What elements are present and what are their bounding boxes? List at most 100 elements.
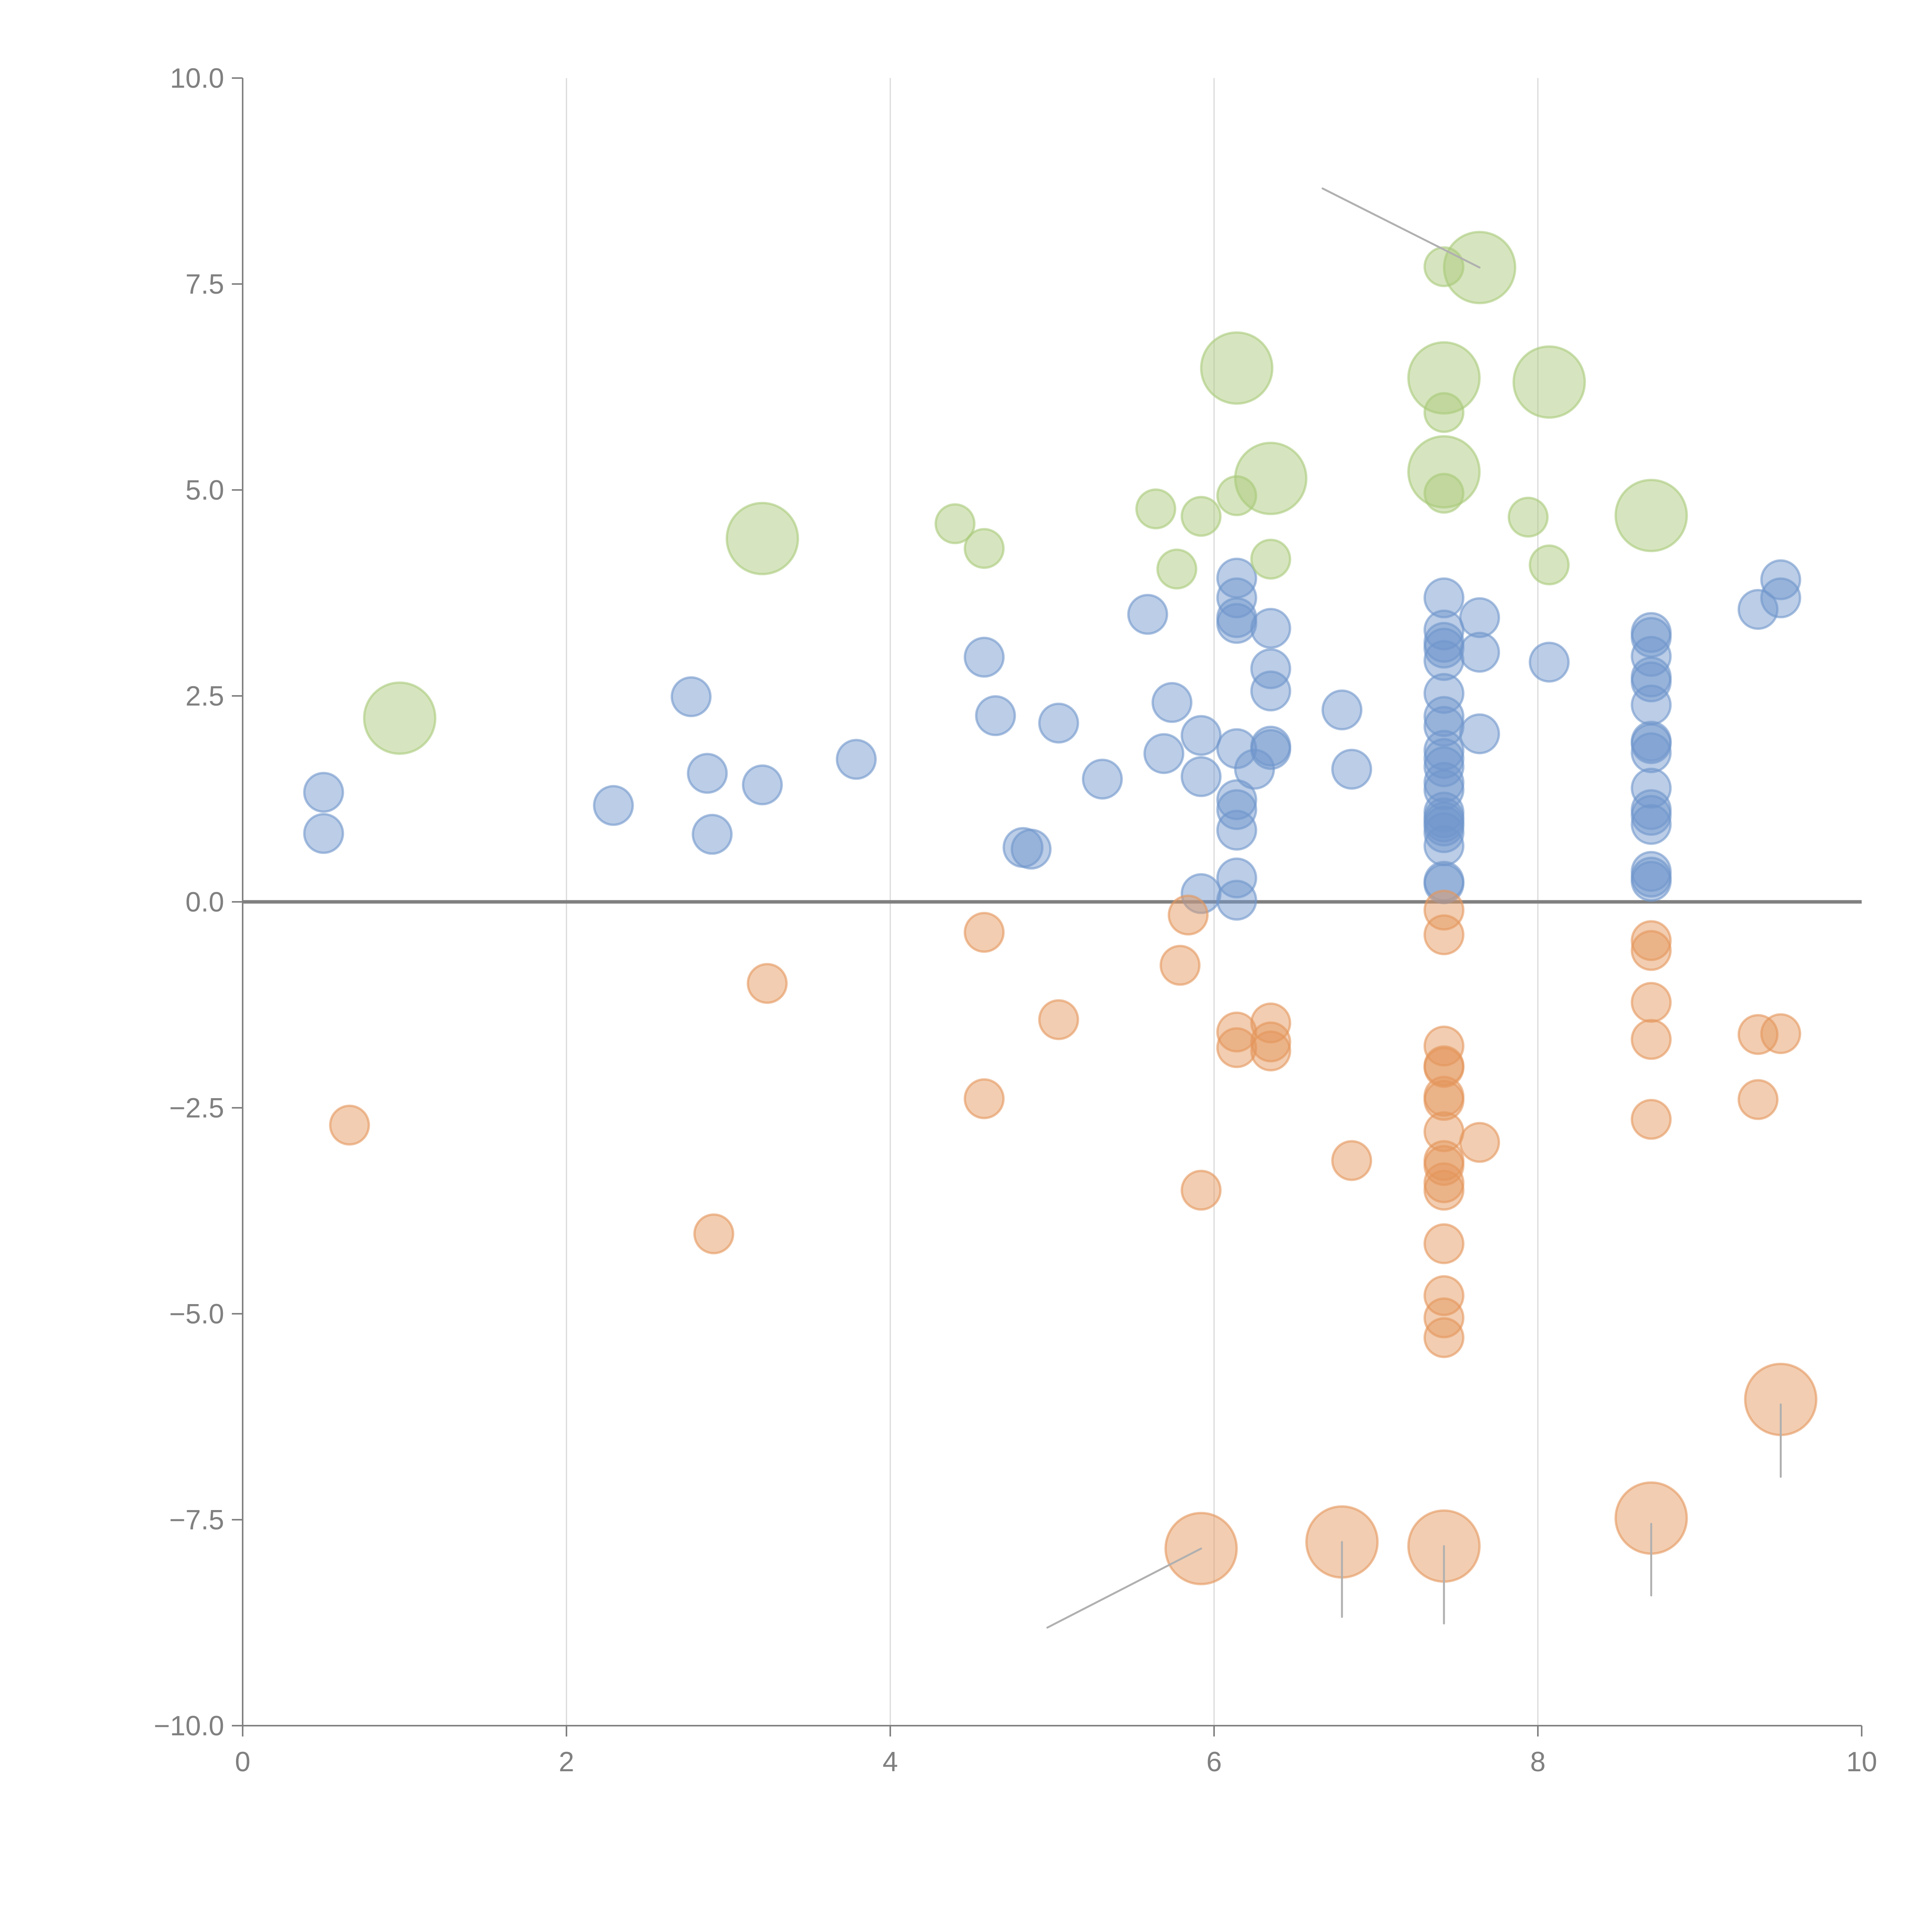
bubble-blue <box>742 764 783 806</box>
bubble-orange <box>1423 1317 1464 1358</box>
bubble-orange <box>1423 1275 1464 1316</box>
bubble-blue <box>1010 828 1052 870</box>
bubble-blue <box>1423 706 1464 747</box>
x-tick-label: 6 <box>1206 1747 1222 1777</box>
bubble-orange <box>1737 1014 1779 1055</box>
bubble-orange <box>1250 1030 1291 1071</box>
bubble-green <box>1507 497 1549 538</box>
bubble-green <box>1529 544 1570 586</box>
bubble-orange <box>1631 1019 1672 1060</box>
bubble-orange <box>1038 999 1079 1040</box>
bubble-blue <box>1250 670 1291 712</box>
bubble-blue <box>1423 673 1464 714</box>
bubble-orange <box>964 1078 1005 1119</box>
data-points <box>303 231 1818 1585</box>
y-tick-label: 0.0 <box>185 887 224 918</box>
bubble-blue <box>1216 810 1257 851</box>
bubble-blue <box>670 676 712 718</box>
bubble-orange <box>1423 1080 1464 1121</box>
bubble-green <box>1407 435 1481 509</box>
bubble-orange <box>1250 1021 1291 1063</box>
bubble-blue <box>1331 748 1372 790</box>
bubble-orange <box>1631 982 1672 1023</box>
bubble-orange <box>1631 1099 1672 1140</box>
bubble-blue <box>1216 603 1257 644</box>
bubble-orange <box>1423 889 1464 931</box>
bubble-green <box>1180 496 1222 537</box>
bubble-green <box>1234 442 1308 515</box>
bubble-blue <box>1216 879 1257 921</box>
x-tick-label: 4 <box>883 1747 898 1777</box>
bubble-blue <box>1459 597 1500 638</box>
bubble-orange <box>1760 1013 1801 1054</box>
bubble-orange <box>1423 1047 1464 1088</box>
bubble-green <box>1423 392 1464 433</box>
bubble-orange <box>1631 920 1672 961</box>
y-tick-label: −10.0 <box>154 1711 224 1742</box>
tick-labels: 0 2 4 6 8 10 10.0 7.5 5.0 2.5 0.0 −2.5 −5.0 −7.5 −10.0 <box>154 63 1877 1777</box>
bubble-orange <box>1216 1011 1257 1053</box>
bubble-blue <box>1631 732 1672 774</box>
bubble-blue <box>975 695 1016 736</box>
bubble-orange <box>1423 1145 1464 1186</box>
x-tick-label: 2 <box>559 1747 574 1777</box>
bubble-blue <box>1127 594 1168 635</box>
bubble-green <box>1614 479 1688 553</box>
bubble-green <box>1512 345 1586 419</box>
bubble-blue <box>1082 759 1123 800</box>
bubble-blue <box>303 772 344 813</box>
bubble-blue <box>687 753 728 794</box>
bubble-orange <box>1631 930 1672 971</box>
bubble-green <box>1135 488 1177 530</box>
bubble-blue <box>1180 873 1222 914</box>
bubble-blue <box>1216 789 1257 830</box>
bubble-orange <box>329 1104 370 1146</box>
bubble-blue <box>1250 648 1291 689</box>
bubble-blue <box>1250 608 1291 649</box>
bubble-orange <box>747 963 788 1004</box>
x-tick-label: 10 <box>1846 1747 1877 1777</box>
bubble-orange <box>1737 1079 1779 1120</box>
bubble-blue <box>1631 795 1672 836</box>
bubble-blue <box>1631 684 1672 726</box>
bubble-blue <box>1423 769 1464 811</box>
bubble-blue <box>1423 696 1464 737</box>
bubble-green <box>1200 331 1274 405</box>
y-tick-label: 7.5 <box>185 269 224 300</box>
bubble-blue <box>1737 589 1779 630</box>
leader-line <box>1321 187 1481 269</box>
bubble-blue <box>1529 641 1570 683</box>
bubble-blue <box>1216 728 1257 769</box>
bubble-blue <box>692 814 733 855</box>
bubble-blue <box>1423 812 1464 853</box>
bubble-orange <box>964 912 1005 953</box>
bubble-orange <box>1216 1027 1257 1068</box>
bubble-blue <box>1631 861 1672 902</box>
axes <box>232 77 1862 1736</box>
bubble-blue <box>1423 628 1464 669</box>
bubble-blue <box>1180 715 1222 756</box>
y-tick-label: 2.5 <box>185 681 224 712</box>
bubble-blue <box>1216 779 1257 820</box>
bubble-blue <box>1143 733 1185 774</box>
bubble-orange <box>1167 895 1209 936</box>
x-tick-label: 0 <box>235 1747 250 1777</box>
bubble-orange <box>1331 1140 1372 1181</box>
leader-line <box>1046 1548 1202 1629</box>
bubble-blue <box>1151 682 1193 723</box>
bubble-blue <box>1760 559 1801 600</box>
bubble-blue <box>593 785 634 826</box>
bubble-green <box>363 681 437 755</box>
bubble-blue <box>1180 756 1222 797</box>
y-tick-label: −7.5 <box>169 1505 224 1536</box>
bubble-green <box>725 502 799 575</box>
bubble-blue <box>1321 689 1363 731</box>
leader-lines <box>1046 187 1782 1629</box>
bubble-blue <box>1631 804 1672 845</box>
y-tick-label: −2.5 <box>169 1093 224 1124</box>
bubble-orange <box>1423 1170 1464 1211</box>
bubble-green <box>1156 548 1197 590</box>
bubble-blue <box>1760 577 1801 619</box>
bubble-orange <box>1423 914 1464 956</box>
bubble-blue <box>1216 857 1257 899</box>
